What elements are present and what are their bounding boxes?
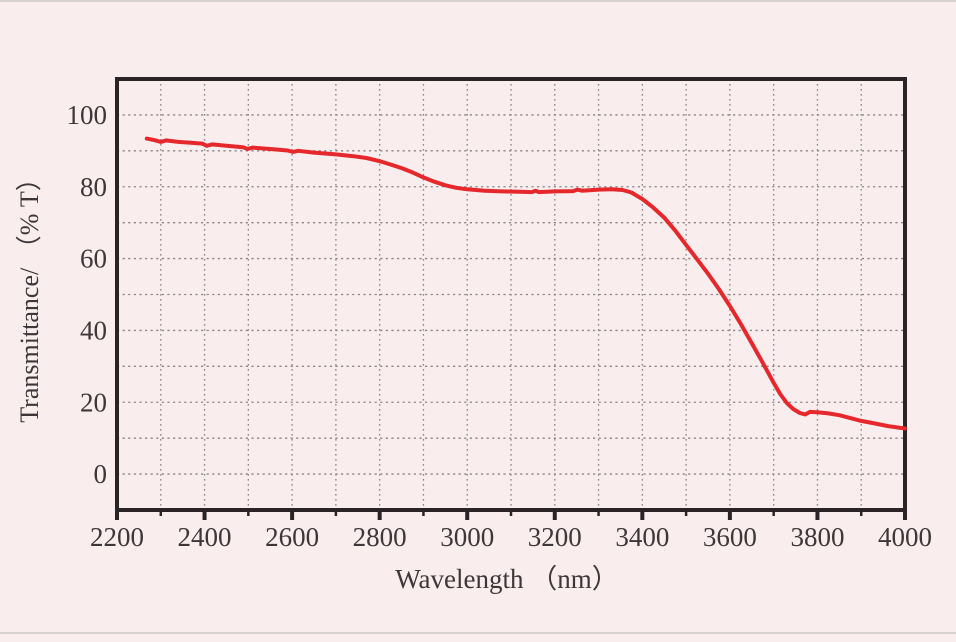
y-axis-title: Transmittance/ （% T）	[15, 165, 44, 423]
plot-frame	[115, 77, 907, 512]
y-tick-label: 0	[94, 459, 108, 489]
x-tick-label: 3600	[703, 522, 757, 552]
x-tick-label: 2600	[265, 522, 319, 552]
y-tick-label: 80	[80, 172, 107, 202]
x-tick-label: 4000	[878, 522, 932, 552]
spectrum-curve	[144, 136, 907, 431]
screenshot-bottom-edge-line	[0, 632, 956, 634]
x-tick-label: 2400	[178, 522, 232, 552]
y-tick-label: 20	[80, 387, 107, 417]
x-tick-label: 3400	[615, 522, 669, 552]
x-tick-label: 3000	[440, 522, 494, 552]
x-tick-label: 2200	[90, 522, 144, 552]
screenshot-top-edge-line	[0, 0, 956, 2]
y-tick-label: 60	[80, 244, 107, 274]
y-tick-label: 40	[80, 315, 107, 345]
x-axis-title: Wavelength （nm）	[395, 564, 619, 594]
x-tick-label: 3800	[790, 522, 844, 552]
x-tick-label: 2800	[353, 522, 407, 552]
x-tick-label: 3200	[528, 522, 582, 552]
y-tick-label: 100	[67, 100, 108, 130]
